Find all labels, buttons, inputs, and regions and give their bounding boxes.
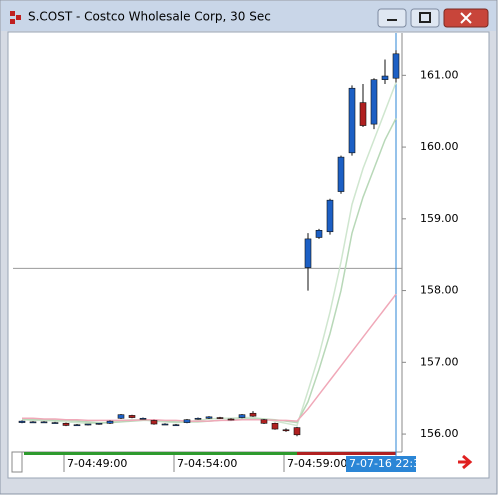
y-tick-label: 157.00: [420, 355, 459, 368]
candle-body: [139, 417, 147, 420]
candle-body: [271, 423, 279, 430]
candle-body: [238, 414, 246, 418]
candle-body: [326, 199, 334, 233]
candle-body: [359, 102, 367, 126]
candle-body: [161, 423, 169, 426]
y-tick-label: 156.00: [420, 427, 459, 440]
y-tick-label: 159.00: [420, 212, 459, 225]
y-tick-label: 161.00: [420, 68, 459, 81]
candle-body: [315, 230, 323, 238]
candle-body: [40, 421, 48, 424]
moving-average-line: [21, 82, 397, 427]
candle-body: [216, 417, 224, 419]
candle-body: [260, 419, 268, 424]
app-icon: [10, 19, 15, 24]
x-tick-label: 7-04:49:00: [67, 457, 127, 470]
candle-body: [205, 416, 213, 419]
candle-body: [84, 423, 92, 426]
scroll-right-arrow[interactable]: [458, 454, 473, 470]
chart-frame: [7, 31, 490, 479]
candle-body: [128, 415, 136, 418]
candle-body: [117, 414, 125, 419]
candle-body: [95, 423, 103, 425]
candle-body: [106, 420, 114, 424]
minimize-button[interactable]: [377, 8, 407, 28]
moving-average-line: [22, 293, 397, 422]
cursor-label: 7-07-16 22:34:00: [349, 457, 445, 470]
candle-body: [227, 418, 235, 421]
candle-body: [183, 419, 191, 423]
candle-body: [18, 420, 26, 423]
close-icon: [460, 12, 472, 24]
candle-body: [29, 421, 37, 424]
window-title: S.COST - Costco Wholesale Corp, 30 Sec: [28, 10, 271, 24]
candle-body: [282, 429, 290, 432]
candle-body: [150, 420, 158, 425]
cursor-label-bg: [346, 456, 416, 472]
candle-body: [172, 424, 180, 427]
app-icon: [10, 11, 15, 16]
candle-body: [293, 427, 301, 436]
x-tick-label: 7-04:54:00: [177, 457, 237, 470]
maximize-icon: [419, 12, 431, 23]
candle-body: [249, 412, 257, 417]
x-tick-label: 7-04:59:00: [287, 457, 347, 470]
session-strip: [297, 452, 396, 455]
y-tick-label: 158.00: [420, 284, 459, 297]
candle-body: [304, 238, 312, 268]
scroll-box[interactable]: [11, 451, 23, 473]
candle-body: [392, 53, 400, 79]
candle-body: [381, 75, 389, 80]
candle-body: [51, 422, 59, 424]
candle-body: [73, 424, 81, 427]
y-tick-label: 160.00: [420, 140, 459, 153]
session-strip: [24, 452, 297, 455]
maximize-button[interactable]: [410, 8, 440, 28]
candle-body: [348, 87, 356, 154]
candle-body: [194, 417, 202, 420]
app-icon: [16, 15, 21, 20]
candle-body: [370, 79, 378, 125]
candle-body: [337, 156, 345, 192]
candle-body: [62, 423, 70, 426]
